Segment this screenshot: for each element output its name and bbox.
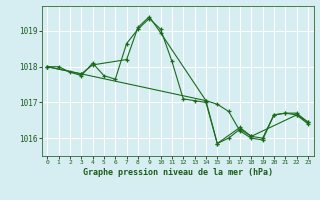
X-axis label: Graphe pression niveau de la mer (hPa): Graphe pression niveau de la mer (hPa) bbox=[83, 168, 273, 177]
